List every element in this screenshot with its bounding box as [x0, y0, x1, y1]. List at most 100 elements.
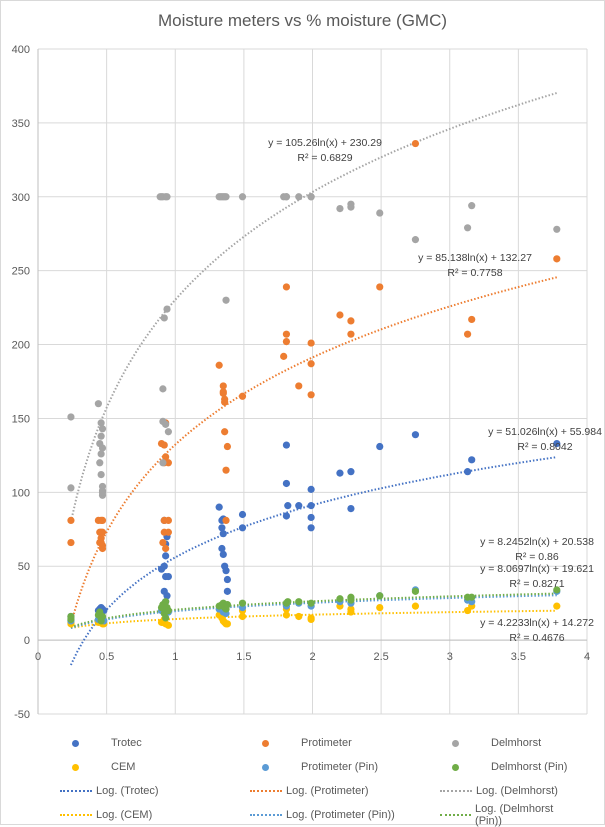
trendline-equation: y = 4.2233ln(x) + 14.272 — [480, 617, 594, 629]
point-protimeter — [215, 361, 223, 369]
legend-label: Log. (Delmhorst) — [476, 785, 558, 797]
point-trotec — [284, 502, 292, 510]
legend-entry: CEM — [60, 756, 135, 778]
point-cem — [164, 621, 172, 629]
y-tick-label: 200 — [12, 340, 30, 352]
point-trotec — [218, 524, 226, 532]
point-trotec — [223, 575, 232, 584]
point-protimeter — [347, 330, 355, 338]
legend-entry: Protimeter — [250, 732, 352, 754]
point-delmhorst-pin — [67, 612, 75, 621]
legend-label: CEM — [111, 761, 136, 773]
point-trotec — [163, 592, 171, 600]
point-trotec — [162, 572, 170, 581]
point-delmhorst-pin — [284, 598, 292, 606]
point-delmhorst-pin — [307, 599, 315, 607]
point-protimeter — [282, 330, 291, 338]
point-protimeter — [553, 255, 561, 263]
point-delmhorst-pin — [553, 586, 561, 594]
point-delmhorst — [163, 193, 171, 201]
point-delmhorst — [164, 428, 172, 436]
point-trotec — [219, 530, 227, 538]
point-protimeter — [222, 516, 230, 525]
point-delmhorst — [222, 296, 230, 304]
point-delmhorst — [159, 385, 167, 393]
point-protimeter — [159, 538, 167, 547]
point-protimeter — [219, 382, 227, 390]
x-tick-label: 0 — [35, 651, 41, 663]
point-delmhorst — [282, 193, 291, 201]
y-tick-label: 350 — [12, 118, 30, 130]
point-protimeter — [164, 459, 172, 467]
point-trotec — [376, 442, 384, 451]
legend-line-icon — [60, 790, 92, 792]
legend-line-icon — [440, 814, 472, 816]
point-trotec — [222, 567, 230, 575]
point-trotec — [218, 544, 226, 553]
tick-labels: -50 0 50 100 150 200 250 300 350 400 0 0.5 1 1.5 2 2.5 3… — [12, 44, 590, 721]
point-protimeter — [164, 528, 172, 536]
trendline-protimeter — [69, 276, 558, 625]
point-protimeter — [162, 453, 170, 461]
axes — [37, 49, 587, 714]
point-cem — [282, 611, 291, 619]
legend-entry: Protimeter (Pin) — [250, 756, 378, 778]
point-protimeter — [238, 392, 247, 400]
point-delmhorst — [160, 314, 168, 322]
legend-label: Protimeter — [301, 737, 352, 749]
y-tick-label: 400 — [12, 44, 30, 56]
point-protimeter — [223, 442, 232, 451]
legend-entry: Log. (CEM) — [60, 804, 152, 826]
point-trotec — [282, 512, 291, 520]
point-cem — [376, 604, 384, 612]
point-protimeter — [162, 544, 170, 553]
point-trotec — [215, 503, 223, 511]
legend-label: Log. (Protimeter) — [286, 785, 369, 797]
point-delmhorst — [222, 193, 230, 201]
legend-label: Protimeter (Pin) — [301, 761, 379, 773]
y-tick-label: 50 — [18, 561, 30, 573]
point-trotec — [295, 502, 303, 510]
point-trotec — [553, 439, 561, 448]
point-trotec — [282, 479, 291, 488]
point-trotec — [307, 513, 315, 522]
point-trotec — [238, 524, 247, 532]
point-protimeter — [97, 538, 105, 547]
trendline-r-squared: R² = 0.6829 — [297, 152, 352, 164]
trendline-cem — [70, 609, 557, 629]
point-delmhorst — [67, 413, 75, 421]
point-delmhorst — [553, 225, 561, 233]
point-delmhorst — [67, 484, 75, 492]
point-trotec — [160, 562, 168, 570]
trendline-delmhorst — [69, 92, 558, 523]
point-delmhorst — [97, 419, 105, 427]
legend-marker-icon — [72, 739, 79, 747]
point-protimeter — [219, 388, 227, 396]
point-trotec — [468, 456, 476, 464]
legend-label: Log. (CEM) — [96, 809, 153, 821]
x-tick-label: 2.5 — [373, 651, 388, 663]
legend-label: Trotec — [111, 737, 142, 749]
legend-marker-icon — [72, 763, 79, 771]
point-protimeter — [221, 428, 229, 436]
x-tick-label: 0.5 — [99, 651, 114, 663]
point-delmhorst — [411, 236, 420, 244]
y-tick-label: 300 — [12, 192, 30, 204]
point-trotec — [282, 441, 291, 449]
point-trotec — [307, 524, 315, 532]
point-cem — [411, 602, 420, 610]
point-delmhorst — [97, 432, 105, 440]
legend-line-icon — [60, 814, 92, 816]
point-delmhorst — [94, 400, 102, 408]
legend-line-icon — [440, 790, 472, 792]
point-delmhorst — [347, 203, 355, 211]
legend-entry: Log. (Delmhorst (Pin)) — [440, 803, 580, 827]
y-tick-label: 250 — [12, 266, 30, 278]
point-delmhorst — [336, 205, 344, 213]
point-protimeter — [67, 538, 75, 547]
legend-entry: Log. (Protimeter (Pin)) — [250, 804, 395, 826]
point-cem — [295, 612, 303, 621]
trendline-r-squared: R² = 0.4676 — [509, 632, 564, 644]
legend-marker-icon — [262, 739, 269, 747]
